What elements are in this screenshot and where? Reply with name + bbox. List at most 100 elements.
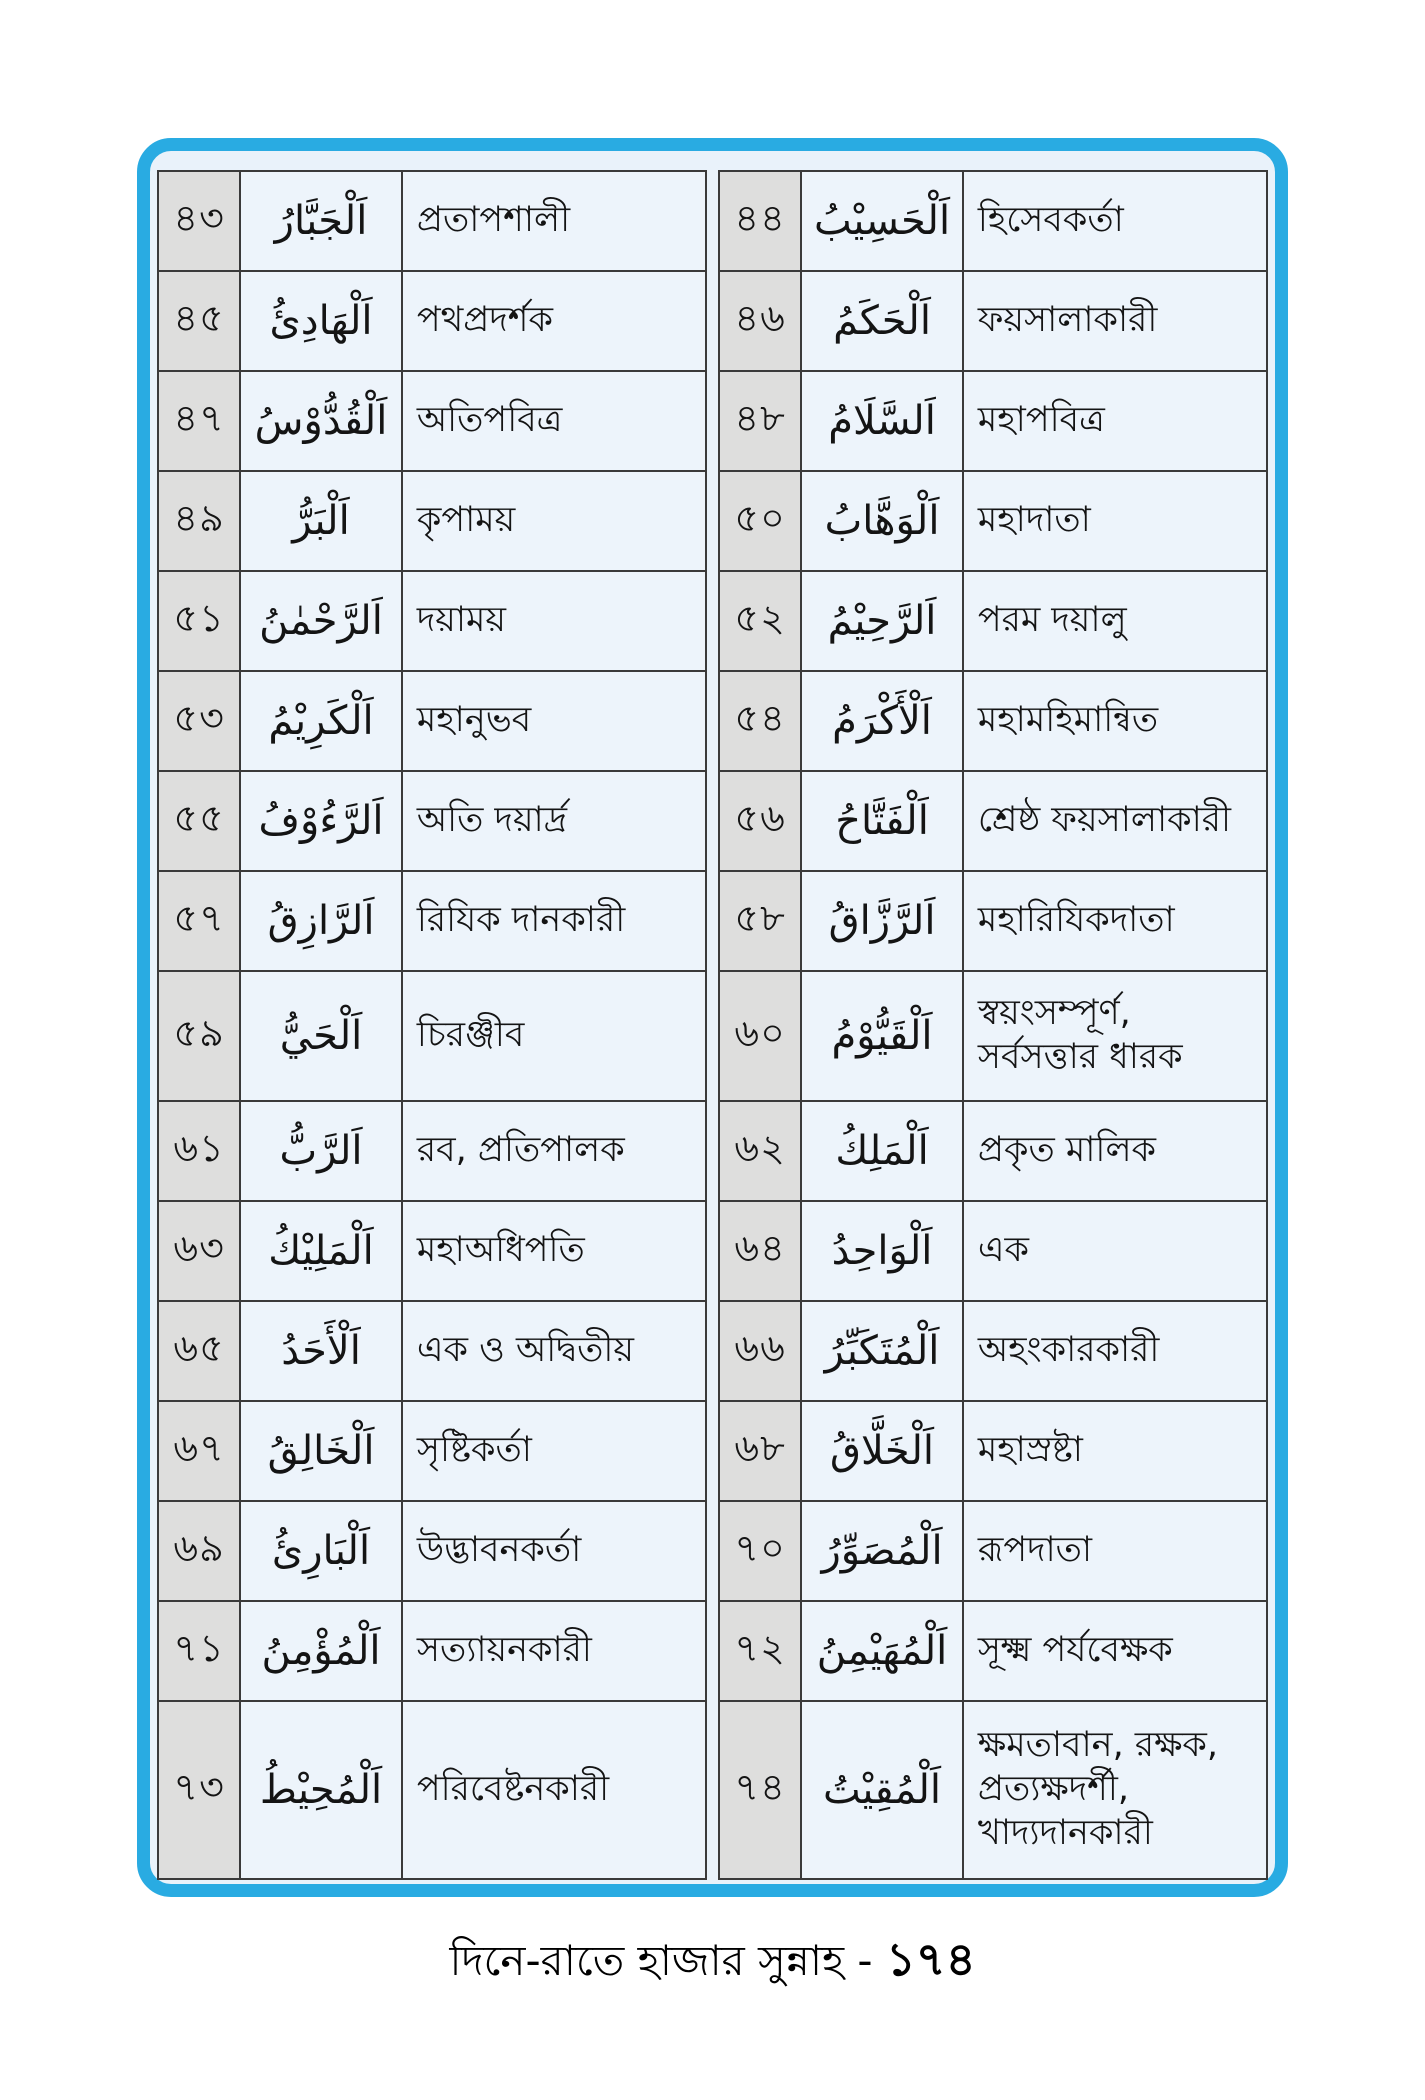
- serial-number-cell: ৫৭: [156, 870, 242, 972]
- arabic-name-cell: اَلْكَرِيْمُ: [239, 670, 403, 772]
- meaning-cell: পরিবেষ্টনকারী: [400, 1700, 708, 1880]
- arabic-name-cell: اَلْأَكْرَمُ: [800, 670, 964, 772]
- meaning-cell: পথপ্রদর্শক: [400, 270, 708, 372]
- table-row: ৬২ اَلْمَلِكُ প্রকৃত মালিক: [717, 1100, 1269, 1202]
- meaning-cell: মহাপবিত্র: [961, 370, 1269, 472]
- serial-number-cell: ৫৯: [156, 970, 242, 1102]
- meaning-cell: মহামহিমান্বিত: [961, 670, 1269, 772]
- arabic-name-cell: اَلْمُؤْمِنُ: [239, 1600, 403, 1702]
- meaning-cell: স্বয়ংসম্পূর্ণ, সর্বসত্তার ধারক: [961, 970, 1269, 1102]
- serial-number-cell: ৫২: [717, 570, 803, 672]
- table-row: ৫৭ اَلرَّازِقُ রিযিক দানকারী: [156, 870, 708, 972]
- arabic-name-cell: اَلْوَهَّابُ: [800, 470, 964, 572]
- arabic-name-cell: اَلْمُحِيْطُ: [239, 1700, 403, 1880]
- serial-number-cell: ৬১: [156, 1100, 242, 1202]
- names-table-left: ৪৩ اَلْجَبَّارُ প্রতাপশালী ৪৫ اَلْهَادِئُ পথপ…: [156, 170, 708, 1880]
- table-row: ৭২ اَلْمُهَيْمِنُ সূক্ষ্ম পর্যবেক্ষক: [717, 1600, 1269, 1702]
- arabic-name-cell: اَلْخَالِقُ: [239, 1400, 403, 1502]
- table-row: ৪৪ اَلْحَسِيْبُ হিসেবকর্তা: [717, 170, 1269, 272]
- serial-number-cell: ৭১: [156, 1600, 242, 1702]
- meaning-cell: এক ও অদ্বিতীয়: [400, 1300, 708, 1402]
- serial-number-cell: ৬৯: [156, 1500, 242, 1602]
- page-frame: ৪৩ اَلْجَبَّارُ প্রতাপশালী ৪৫ اَلْهَادِئُ পথপ…: [137, 138, 1288, 1897]
- serial-number-cell: ৫০: [717, 470, 803, 572]
- serial-number-cell: ৫৩: [156, 670, 242, 772]
- table-row: ৭০ اَلْمُصَوِّرُ রূপদাতা: [717, 1500, 1269, 1602]
- serial-number-cell: ৪৯: [156, 470, 242, 572]
- table-row: ৪৮ اَلسَّلَامُ মহাপবিত্র: [717, 370, 1269, 472]
- meaning-cell: হিসেবকর্তা: [961, 170, 1269, 272]
- table-row: ৬০ اَلْقَيُّوْمُ স্বয়ংসম্পূর্ণ, সর্বসত্তা…: [717, 970, 1269, 1102]
- page-footer: দিনে-রাতে হাজার সুন্নাহ - ১৭৪: [0, 1925, 1425, 2001]
- meaning-cell: এক: [961, 1200, 1269, 1302]
- serial-number-cell: ৫৮: [717, 870, 803, 972]
- table-row: ৪৬ اَلْحَكَمُ ফয়সালাকারী: [717, 270, 1269, 372]
- meaning-cell: দয়াময়: [400, 570, 708, 672]
- table-row: ৪৯ اَلْبَرُّ কৃপাময়: [156, 470, 708, 572]
- arabic-name-cell: اَلسَّلَامُ: [800, 370, 964, 472]
- footer-title: দিনে-রাতে হাজার সুন্নাহ -: [449, 1936, 873, 1985]
- serial-number-cell: ৭৪: [717, 1700, 803, 1880]
- arabic-name-cell: اَلْقُدُّوْسُ: [239, 370, 403, 472]
- table-row: ৭৩ اَلْمُحِيْطُ পরিবেষ্টনকারী: [156, 1700, 708, 1880]
- arabic-name-cell: اَلْمُصَوِّرُ: [800, 1500, 964, 1602]
- arabic-name-cell: اَلْمُقِيْتُ: [800, 1700, 964, 1880]
- arabic-name-cell: اَلْمَلِيْكُ: [239, 1200, 403, 1302]
- table-row: ৬৮ اَلْخَلَّاقُ মহাস্রষ্টা: [717, 1400, 1269, 1502]
- meaning-cell: অতি দয়ার্দ্র: [400, 770, 708, 872]
- serial-number-cell: ৭২: [717, 1600, 803, 1702]
- meaning-cell: চিরঞ্জীব: [400, 970, 708, 1102]
- arabic-name-cell: اَلْمَلِكُ: [800, 1100, 964, 1202]
- table-row: ৫০ اَلْوَهَّابُ মহাদাতা: [717, 470, 1269, 572]
- table-row: ৪৫ اَلْهَادِئُ পথপ্রদর্শক: [156, 270, 708, 372]
- arabic-name-cell: اَلْمُهَيْمِنُ: [800, 1600, 964, 1702]
- table-row: ৫৫ اَلرَّءُوْفُ অতি দয়ার্দ্র: [156, 770, 708, 872]
- meaning-cell: সৃষ্টিকর্তা: [400, 1400, 708, 1502]
- table-row: ৬৩ اَلْمَلِيْكُ মহাঅধিপতি: [156, 1200, 708, 1302]
- meaning-cell: মহাঅধিপতি: [400, 1200, 708, 1302]
- meaning-cell: ফয়সালাকারী: [961, 270, 1269, 372]
- table-row: ৫৩ اَلْكَرِيْمُ মহানুভব: [156, 670, 708, 772]
- table-row: ৫২ اَلرَّحِيْمُ পরম দয়ালু: [717, 570, 1269, 672]
- table-row: ৫৯ اَلْحَيُّ চিরঞ্জীব: [156, 970, 708, 1102]
- arabic-name-cell: اَلْحَكَمُ: [800, 270, 964, 372]
- table-row: ৬৯ اَلْبَارِئُ উদ্ভাবনকর্তা: [156, 1500, 708, 1602]
- meaning-cell: রিযিক দানকারী: [400, 870, 708, 972]
- serial-number-cell: ৪৭: [156, 370, 242, 472]
- table-row: ৬৬ اَلْمُتَكَبِّرُ অহংকারকারী: [717, 1300, 1269, 1402]
- meaning-cell: অহংকারকারী: [961, 1300, 1269, 1402]
- table-row: ৬৫ اَلْأَحَدُ এক ও অদ্বিতীয়: [156, 1300, 708, 1402]
- arabic-name-cell: اَلرَّحِيْمُ: [800, 570, 964, 672]
- serial-number-cell: ৫১: [156, 570, 242, 672]
- arabic-name-cell: اَلْقَيُّوْمُ: [800, 970, 964, 1102]
- serial-number-cell: ৪৩: [156, 170, 242, 272]
- arabic-name-cell: اَلرَّحْمٰنُ: [239, 570, 403, 672]
- meaning-cell: সত্যায়নকারী: [400, 1600, 708, 1702]
- serial-number-cell: ৬৬: [717, 1300, 803, 1402]
- table-row: ৭৪ اَلْمُقِيْتُ ক্ষমতাবান, রক্ষক, প্রত্যক্…: [717, 1700, 1269, 1880]
- serial-number-cell: ৫৫: [156, 770, 242, 872]
- table-row: ৪৩ اَلْجَبَّارُ প্রতাপশালী: [156, 170, 708, 272]
- table-row: ৫৮ اَلرَّزَّاقُ মহারিযিকদাতা: [717, 870, 1269, 972]
- arabic-name-cell: اَلرَّبُّ: [239, 1100, 403, 1202]
- serial-number-cell: ৬৮: [717, 1400, 803, 1502]
- meaning-cell: অতিপবিত্র: [400, 370, 708, 472]
- table-row: ৬১ اَلرَّبُّ রব, প্রতিপালক: [156, 1100, 708, 1202]
- serial-number-cell: ৬৭: [156, 1400, 242, 1502]
- table-row: ৫৪ اَلْأَكْرَمُ মহামহিমান্বিত: [717, 670, 1269, 772]
- meaning-cell: মহাদাতা: [961, 470, 1269, 572]
- arabic-name-cell: اَلْهَادِئُ: [239, 270, 403, 372]
- table-row: ৫৬ اَلْفَتَّاحُ শ্রেষ্ঠ ফয়সালাকারী: [717, 770, 1269, 872]
- arabic-name-cell: اَلْمُتَكَبِّرُ: [800, 1300, 964, 1402]
- serial-number-cell: ৭০: [717, 1500, 803, 1602]
- meaning-cell: শ্রেষ্ঠ ফয়সালাকারী: [961, 770, 1269, 872]
- serial-number-cell: ৪৮: [717, 370, 803, 472]
- meaning-cell: প্রতাপশালী: [400, 170, 708, 272]
- meaning-cell: সূক্ষ্ম পর্যবেক্ষক: [961, 1600, 1269, 1702]
- serial-number-cell: ৬৪: [717, 1200, 803, 1302]
- meaning-cell: কৃপাময়: [400, 470, 708, 572]
- serial-number-cell: ৬২: [717, 1100, 803, 1202]
- meaning-cell: রব, প্রতিপালক: [400, 1100, 708, 1202]
- arabic-name-cell: اَلْأَحَدُ: [239, 1300, 403, 1402]
- arabic-name-cell: اَلْبَرُّ: [239, 470, 403, 572]
